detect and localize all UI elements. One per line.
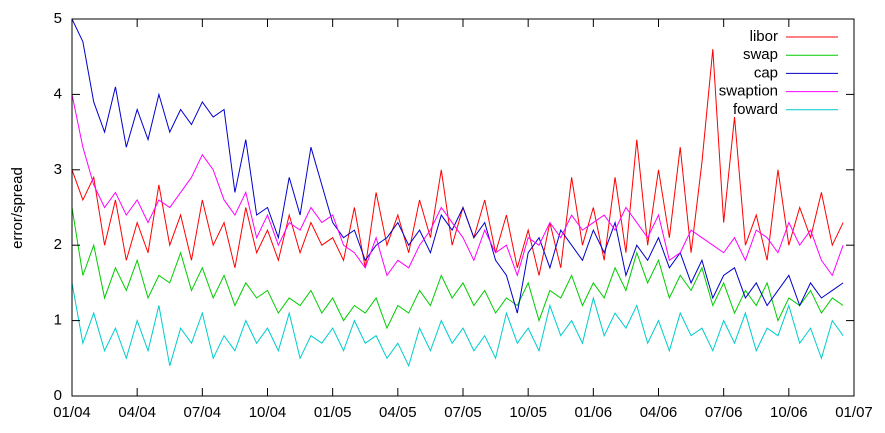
x-tick-label: 10/04 [249,404,287,421]
x-tick-label: 07/04 [184,404,222,421]
y-tick-label: 0 [54,387,62,404]
plot-area [72,19,844,368]
series-line [72,207,844,330]
x-tick-label: 04/06 [640,404,678,421]
series-line [72,94,844,277]
legend-label: foward [733,101,778,118]
x-tick-label: 07/06 [705,404,743,421]
legend-label: swap [743,46,778,63]
x-tick-label: 10/05 [509,404,547,421]
y-tick-label: 5 [54,10,62,27]
x-tick-label: 07/05 [444,404,482,421]
x-tick-label: 01/04 [53,404,91,421]
legend-label: cap [754,64,778,81]
y-tick-label: 4 [54,85,62,102]
series-line [72,49,844,276]
y-tick-label: 1 [54,312,62,329]
x-tick-label: 10/06 [770,404,808,421]
y-tick-label: 3 [54,161,62,178]
legend-label: swaption [719,83,778,100]
x-tick-label: 01/06 [575,404,613,421]
x-tick-label: 01/07 [835,404,873,421]
x-tick-label: 01/05 [314,404,352,421]
y-tick-label: 2 [54,236,62,253]
series-line [72,19,844,314]
x-tick-label: 04/04 [118,404,156,421]
series-line [72,282,844,368]
y-axis-label: error/spread [9,167,26,249]
x-tick-label: 04/05 [379,404,417,421]
legend-label: libor [750,28,778,45]
